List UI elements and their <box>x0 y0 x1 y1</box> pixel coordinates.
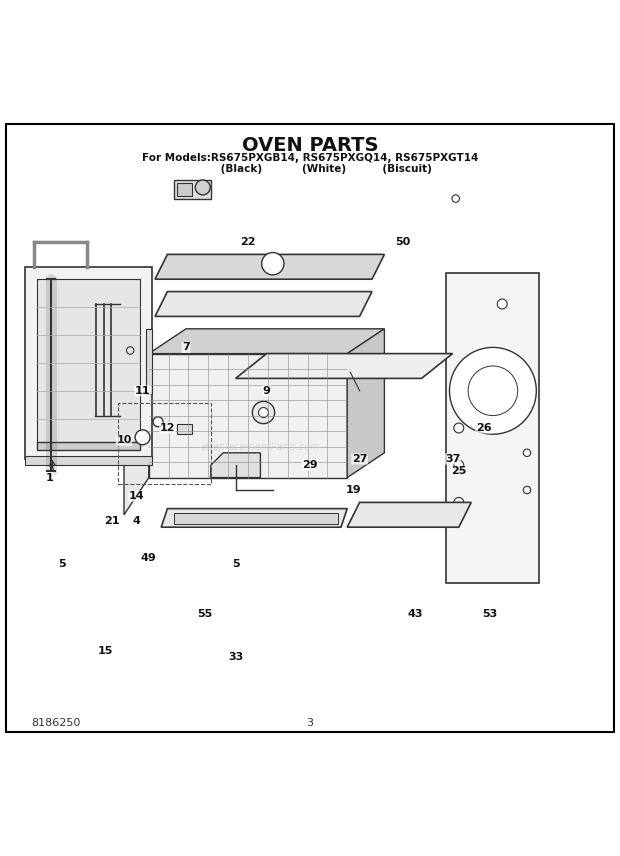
Text: 50: 50 <box>396 237 410 247</box>
Bar <box>174 180 211 199</box>
Bar <box>146 329 152 394</box>
Bar <box>37 279 140 447</box>
Circle shape <box>252 401 275 424</box>
Bar <box>446 273 539 583</box>
Circle shape <box>259 407 268 418</box>
Circle shape <box>497 299 507 309</box>
Text: 22: 22 <box>241 237 255 247</box>
Text: 12: 12 <box>160 423 175 433</box>
Polygon shape <box>236 354 453 378</box>
Text: 7: 7 <box>182 342 190 353</box>
Text: 43: 43 <box>408 609 423 619</box>
Text: 10: 10 <box>117 436 131 445</box>
Text: (Black)           (White)          (Biscuit): (Black) (White) (Biscuit) <box>188 163 432 174</box>
Polygon shape <box>149 354 347 478</box>
Text: 14: 14 <box>128 491 144 502</box>
Text: 19: 19 <box>345 485 361 495</box>
Text: 3: 3 <box>306 717 314 728</box>
Circle shape <box>262 253 284 275</box>
Text: For Models:RS675PXGB14, RS675PXGQ14, RS675PXGT14: For Models:RS675PXGB14, RS675PXGQ14, RS6… <box>142 153 478 163</box>
Polygon shape <box>211 453 260 478</box>
Bar <box>177 183 192 195</box>
Polygon shape <box>149 329 384 354</box>
Circle shape <box>153 417 163 427</box>
Text: 8186250: 8186250 <box>31 717 81 728</box>
Polygon shape <box>124 354 149 514</box>
Polygon shape <box>25 267 152 459</box>
Polygon shape <box>347 502 471 527</box>
Text: OVEN PARTS: OVEN PARTS <box>242 136 378 156</box>
Bar <box>174 513 338 524</box>
Text: 9: 9 <box>263 386 270 395</box>
Text: 1: 1 <box>46 473 53 483</box>
Polygon shape <box>347 329 384 478</box>
Bar <box>37 443 140 449</box>
Bar <box>177 425 192 434</box>
Text: 26: 26 <box>476 423 492 433</box>
Polygon shape <box>155 254 384 279</box>
Text: 15: 15 <box>98 646 113 657</box>
Text: eReplacementParts.com: eReplacementParts.com <box>201 442 320 452</box>
Text: 53: 53 <box>482 609 497 619</box>
Text: 49: 49 <box>141 553 157 563</box>
Text: 25: 25 <box>451 467 466 477</box>
Text: 27: 27 <box>352 454 367 464</box>
Text: 33: 33 <box>228 652 243 663</box>
Polygon shape <box>155 292 372 317</box>
Text: 4: 4 <box>133 516 140 526</box>
Text: 21: 21 <box>104 516 119 526</box>
Circle shape <box>195 180 210 195</box>
Circle shape <box>450 348 536 434</box>
Bar <box>25 456 152 465</box>
Text: 5: 5 <box>58 560 66 569</box>
Text: 29: 29 <box>302 461 318 470</box>
Polygon shape <box>161 508 347 527</box>
Text: 5: 5 <box>232 560 239 569</box>
Text: 11: 11 <box>135 386 150 395</box>
Text: 55: 55 <box>197 609 212 619</box>
Circle shape <box>135 430 150 445</box>
Text: 37: 37 <box>445 454 460 464</box>
